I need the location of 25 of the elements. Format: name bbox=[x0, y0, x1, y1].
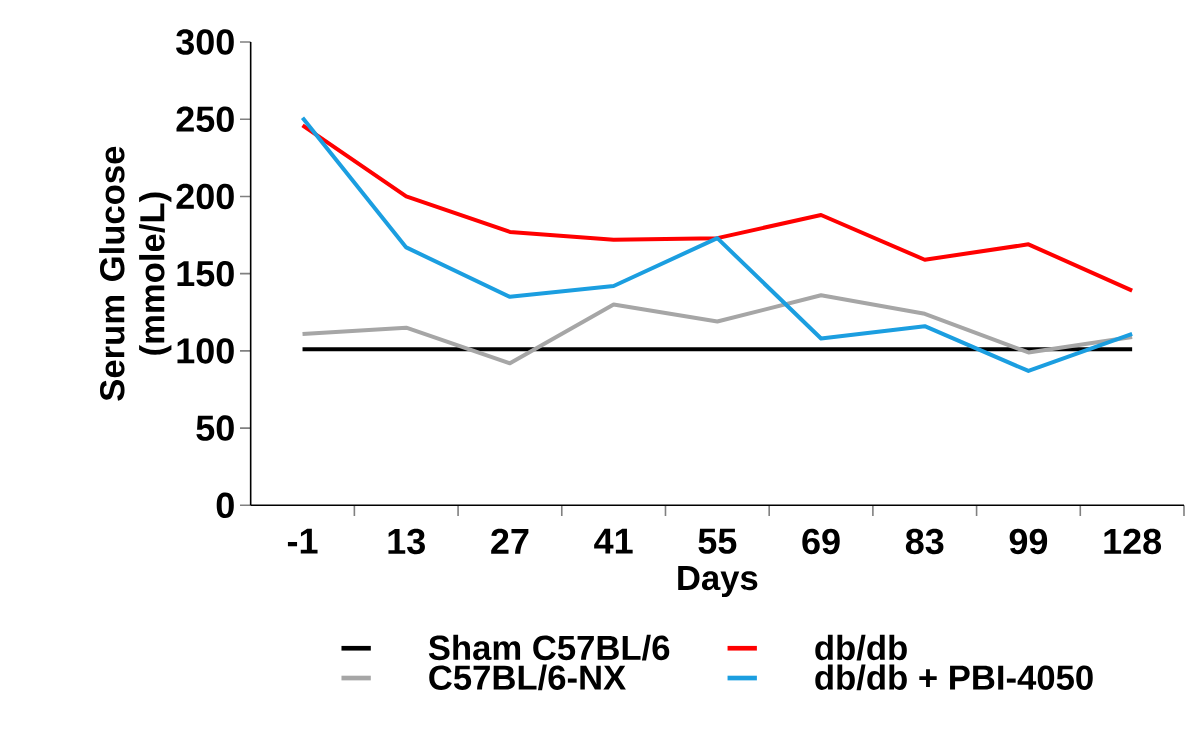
y-tick-label: 150 bbox=[177, 260, 234, 287]
y-tick-label: 300 bbox=[176, 29, 234, 55]
line-series bbox=[300, 115, 1135, 373]
x-tick-label: 41 bbox=[594, 528, 633, 554]
y-tick-label: 0 bbox=[216, 492, 234, 519]
legend-label: C57BL/6-NX bbox=[429, 664, 626, 691]
x-tick-label: 13 bbox=[388, 528, 425, 555]
x-tick-label: 27 bbox=[491, 528, 529, 554]
x-tick-label: 83 bbox=[905, 528, 944, 555]
y-axis-title: Serum Glucose (mmole/L) bbox=[99, 146, 172, 401]
x-tick-label: 69 bbox=[802, 528, 840, 555]
legend-label: db/db bbox=[815, 634, 907, 661]
x-tick-label: 99 bbox=[1009, 528, 1048, 555]
y-tick-label: 100 bbox=[177, 338, 234, 364]
y-tick-label: 250 bbox=[176, 106, 234, 132]
legend-label: Sham C57BL/6 bbox=[428, 634, 670, 661]
y-tick-label: 200 bbox=[176, 183, 234, 210]
legend-label: db/db + PBI-4050 bbox=[815, 664, 1093, 691]
x-tick-label: 55 bbox=[698, 528, 737, 554]
y-tick-label: 50 bbox=[196, 415, 234, 441]
x-axis-title: Days bbox=[678, 566, 758, 598]
x-tick-label: 128 bbox=[1104, 528, 1162, 555]
line-series bbox=[300, 293, 1135, 366]
line-series bbox=[300, 123, 1135, 293]
x-tick-label: -1 bbox=[287, 528, 318, 554]
